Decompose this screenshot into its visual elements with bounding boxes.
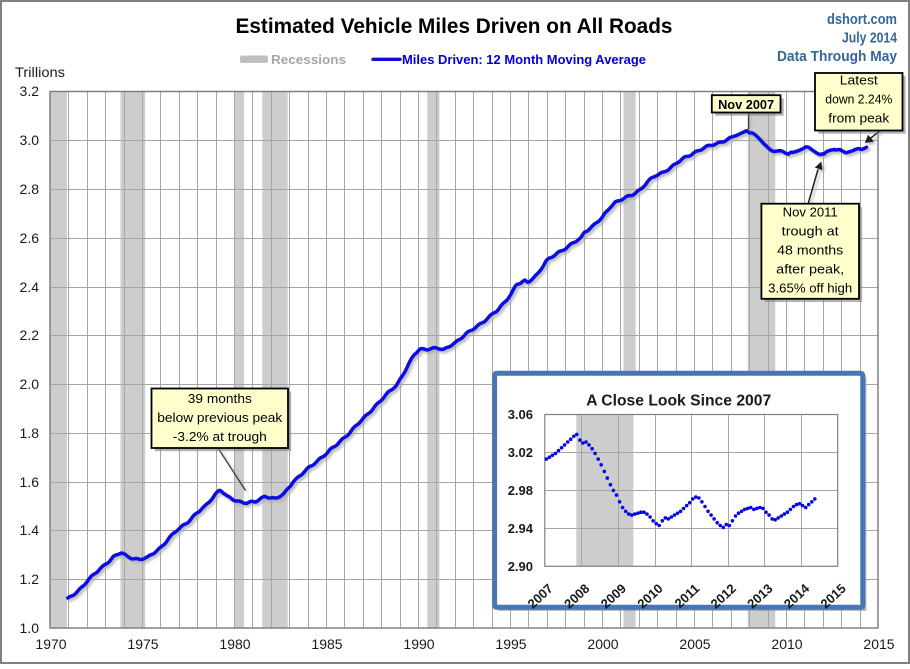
svg-text:2.0: 2.0 — [20, 376, 40, 392]
svg-text:July 2014: July 2014 — [842, 30, 898, 47]
svg-text:2000: 2000 — [587, 636, 618, 652]
svg-text:3.02: 3.02 — [508, 445, 533, 460]
svg-text:39 months: 39 months — [188, 391, 253, 406]
svg-text:2.98: 2.98 — [508, 483, 533, 498]
svg-text:Estimated Vehicle Miles Driven: Estimated Vehicle Miles Driven on All Ro… — [236, 15, 673, 38]
svg-text:1990: 1990 — [403, 636, 434, 652]
svg-text:1.2: 1.2 — [20, 571, 40, 587]
svg-text:1.8: 1.8 — [20, 425, 40, 441]
svg-text:A Close Look Since 2007: A Close Look Since 2007 — [586, 393, 771, 410]
svg-text:3.65% off high: 3.65% off high — [768, 281, 852, 296]
svg-text:dshort.com: dshort.com — [827, 11, 897, 28]
svg-text:below previous peak: below previous peak — [157, 410, 283, 425]
svg-text:Data Through May: Data Through May — [777, 48, 898, 65]
svg-text:2.90: 2.90 — [508, 559, 533, 574]
svg-text:Latest: Latest — [840, 73, 878, 88]
svg-text:Trillions: Trillions — [15, 64, 65, 80]
svg-text:Recessions: Recessions — [271, 52, 346, 67]
svg-text:2.4: 2.4 — [20, 279, 40, 295]
svg-text:Miles Driven: 12 Month Moving: Miles Driven: 12 Month Moving Average — [402, 52, 646, 67]
svg-text:3.2: 3.2 — [20, 83, 40, 99]
svg-text:1980: 1980 — [219, 636, 250, 652]
svg-text:-3.2% at trough: -3.2% at trough — [173, 429, 267, 444]
svg-text:2.94: 2.94 — [508, 521, 534, 536]
svg-text:from peak: from peak — [828, 111, 890, 126]
svg-text:trough at: trough at — [782, 224, 839, 239]
svg-text:48 months: 48 months — [777, 243, 844, 258]
svg-text:2010: 2010 — [771, 636, 802, 652]
svg-text:2.6: 2.6 — [20, 230, 40, 246]
svg-text:2005: 2005 — [679, 636, 710, 652]
svg-text:down 2.24%: down 2.24% — [825, 92, 892, 107]
svg-text:3.06: 3.06 — [508, 407, 533, 422]
svg-text:1.6: 1.6 — [20, 474, 40, 490]
svg-text:1975: 1975 — [127, 636, 158, 652]
svg-text:1995: 1995 — [495, 636, 526, 652]
svg-text:2015: 2015 — [863, 636, 894, 652]
svg-text:1.0: 1.0 — [20, 620, 40, 636]
svg-text:1970: 1970 — [35, 636, 66, 652]
svg-text:Nov 2011: Nov 2011 — [783, 205, 838, 220]
svg-text:3.0: 3.0 — [20, 132, 40, 148]
svg-text:2.8: 2.8 — [20, 181, 40, 197]
svg-text:Nov 2007: Nov 2007 — [718, 97, 774, 112]
svg-text:after peak,: after peak, — [776, 262, 844, 277]
svg-text:1.4: 1.4 — [20, 522, 40, 538]
svg-text:2.2: 2.2 — [20, 327, 40, 343]
svg-text:1985: 1985 — [311, 636, 342, 652]
